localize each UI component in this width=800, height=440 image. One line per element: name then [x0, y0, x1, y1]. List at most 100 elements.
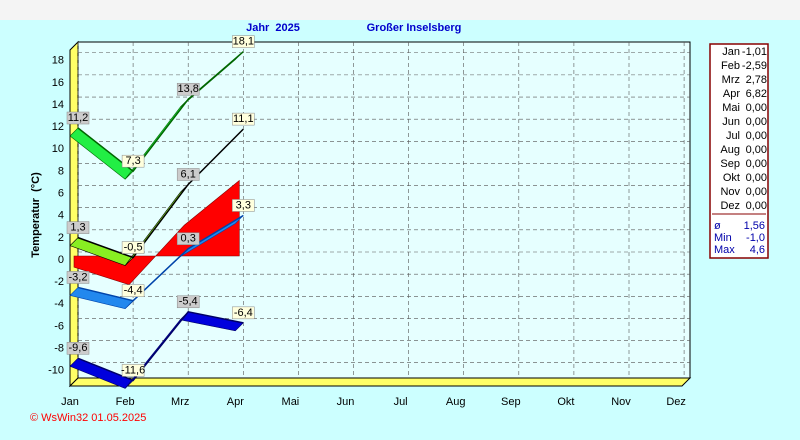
floor: [68, 377, 692, 387]
value-label-box: [176, 82, 200, 96]
value-label: 1,3: [70, 222, 85, 234]
y-tick-label: 4: [58, 210, 64, 222]
x-tick-label: Jul: [394, 396, 408, 408]
ribbon-line: [77, 214, 244, 302]
legend-month: Jul: [726, 130, 740, 142]
x-tick-label: Nov: [611, 396, 631, 408]
y-tick-label: 10: [52, 143, 64, 155]
chart-title: Jahr 2025: [246, 22, 300, 34]
value-label-box: [121, 284, 145, 297]
y-tick-label: 16: [52, 77, 64, 89]
y-tick-label: 8: [58, 165, 64, 177]
legend-value: 0,00: [746, 130, 767, 142]
y-tick-label: 2: [58, 232, 64, 244]
x-tick-label: Jun: [337, 396, 355, 408]
value-label-box: [176, 232, 200, 245]
value-label-box: [121, 241, 145, 254]
y-tick-label: -10: [48, 365, 64, 377]
value-label-box: [121, 364, 145, 377]
value-label-box: [66, 221, 90, 234]
value-label: 7,3: [125, 155, 140, 167]
x-tick-label: Apr: [227, 396, 244, 408]
value-label-box: [121, 154, 145, 168]
stat-label: Min: [714, 232, 732, 244]
ribbon-line: [77, 128, 244, 259]
value-label-box: [66, 342, 90, 355]
legend-value: 0,00: [746, 186, 767, 198]
y-tick-label: -8: [54, 342, 64, 354]
left-wall: [69, 40, 79, 388]
value-label-box: [66, 271, 90, 284]
x-tick-label: Mrz: [171, 396, 189, 408]
legend-value: 0,00: [746, 172, 767, 184]
value-label: -11,6: [121, 364, 145, 376]
legend-value: 2,78: [746, 74, 767, 86]
legend-month: Aug: [720, 144, 740, 156]
value-label: -5,4: [179, 296, 198, 308]
x-tick-label: Sep: [501, 396, 521, 408]
value-label: 0,3: [181, 233, 196, 245]
y-tick-label: 12: [52, 121, 64, 133]
value-label-box: [176, 168, 200, 181]
legend-month: Mai: [722, 102, 740, 114]
x-tick-label: Aug: [446, 396, 466, 408]
value-label: 6,1: [181, 168, 196, 180]
legend-value: -2,59: [742, 60, 767, 72]
value-label: -9,6: [69, 342, 88, 354]
legend-month: Feb: [721, 60, 740, 72]
y-tick-label: 6: [58, 187, 64, 199]
y-tick-label: 0: [58, 254, 64, 266]
x-tick-label: Feb: [116, 396, 135, 408]
value-label: 3,3: [236, 199, 251, 211]
legend-month: Okt: [723, 172, 740, 184]
x-tick-label: Jan: [61, 396, 79, 408]
top-strip: [0, 0, 800, 20]
stat-value: 4,6: [750, 244, 765, 256]
value-label: -6,4: [234, 307, 253, 319]
value-label: -0,5: [124, 241, 143, 253]
value-label: 11,1: [233, 113, 254, 125]
y-tick-label: 18: [52, 55, 64, 67]
stat-label: ø: [714, 220, 721, 232]
legend-value: 0,00: [746, 116, 767, 128]
y-tick-label: 14: [52, 99, 64, 111]
legend-month: Apr: [723, 88, 740, 100]
x-tick-label: Dez: [666, 396, 686, 408]
value-label-box: [232, 35, 255, 48]
legend-box: [709, 43, 769, 259]
x-tick-label: Mai: [282, 396, 300, 408]
value-label-box: [66, 111, 90, 125]
ribbon-line: [77, 310, 244, 382]
chart-subtitle: Großer Inselsberg: [367, 22, 462, 34]
legend-month: Jun: [722, 116, 740, 128]
value-label: -3,2: [69, 271, 88, 283]
legend-month: Jan: [722, 46, 740, 58]
value-label: 11,2: [68, 112, 89, 124]
legend-month: Nov: [720, 186, 740, 198]
legend-value: -1,01: [742, 46, 767, 58]
stat-label: Max: [714, 244, 735, 256]
legend-value: 0,00: [746, 144, 767, 156]
legend-value: 6,82: [746, 88, 767, 100]
value-label: 18,1: [233, 36, 254, 48]
value-label: -4,4: [124, 285, 143, 297]
ribbon-line: [77, 51, 244, 173]
legend-month: Sep: [720, 158, 740, 170]
legend-value: 0,00: [746, 102, 767, 114]
y-tick-label: -2: [54, 276, 64, 288]
value-label: 13,8: [177, 83, 198, 95]
legend-month: Mrz: [722, 74, 740, 86]
value-label-box: [232, 199, 255, 212]
legend-value: 0,00: [746, 200, 767, 212]
x-tick-label: Okt: [557, 396, 574, 408]
value-label-box: [232, 112, 255, 126]
footer: © WsWin32 01.05.2025: [30, 412, 146, 424]
y-tick-label: -4: [54, 298, 64, 310]
stat-value: 1,56: [744, 220, 765, 232]
stat-value: -1,0: [746, 232, 765, 244]
value-label-box: [176, 295, 200, 309]
y-axis-label: Temperatur (°C): [30, 172, 42, 258]
legend-value: 0,00: [746, 158, 767, 170]
